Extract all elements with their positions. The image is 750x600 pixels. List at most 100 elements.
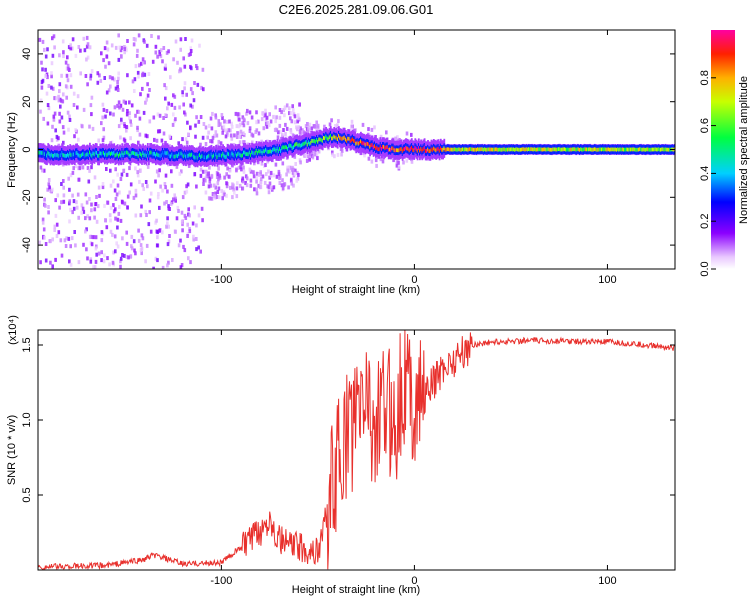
spectrogram-noise-dot — [296, 119, 299, 124]
spectrogram-noise-dot — [293, 171, 297, 176]
spectrogram-noise-dot — [82, 209, 86, 214]
spectrogram-noise-dot — [198, 43, 201, 48]
spectrogram-noise-dot — [268, 181, 272, 186]
spectrogram-noise-dot — [114, 249, 117, 254]
spectrogram-ridge-core — [453, 147, 456, 152]
spectrogram-noise-dot — [94, 202, 98, 206]
spectrogram-noise-dot — [217, 177, 220, 182]
spectrogram-noise-dot — [81, 165, 85, 170]
spectrogram-noise-dot — [117, 124, 121, 129]
spectrogram-ridge-core — [313, 139, 316, 143]
spectrogram-noise-dot — [68, 187, 71, 192]
spectrogram-noise-dot — [186, 222, 189, 227]
spectrogram-noise-dot — [179, 67, 182, 72]
spectrogram-ridge-core — [320, 138, 323, 142]
spectrogram-ridge-core — [559, 147, 561, 152]
spectrogram-noise-dot — [303, 131, 306, 136]
spectrogram-noise-dot — [225, 119, 229, 124]
spectrogram-noise-dot — [296, 113, 300, 118]
spectrogram-noise-dot — [117, 76, 120, 81]
spectrogram-noise-dot — [255, 179, 258, 184]
spectrogram-ridge-core — [481, 147, 484, 151]
spectrogram-noise-dot — [92, 265, 95, 269]
spectrogram-noise-dot — [172, 112, 175, 117]
spectrogram-noise-dot — [255, 128, 259, 133]
spectrogram-ridge-core — [299, 143, 302, 148]
spectrogram-ridge-core — [357, 141, 360, 146]
spectrogram-noise-dot — [87, 179, 91, 184]
spectrogram-ridge-core — [105, 151, 107, 156]
spectrogram-noise-dot — [230, 136, 234, 141]
spectrogram-ridge-core — [615, 147, 618, 152]
spectrogram-ridge-core — [641, 147, 644, 152]
spectrogram-noise-dot — [200, 85, 203, 90]
spectrogram-noise-dot — [96, 204, 100, 209]
spectrogram-ridge-core — [661, 147, 663, 152]
spectrogram-noise-dot — [47, 84, 51, 88]
spectrogram-ridge-core — [135, 152, 138, 156]
spectrogram-ridge-core — [145, 153, 148, 158]
spectrogram-noise-dot — [175, 164, 179, 169]
spectrogram-ridge-core — [317, 139, 319, 144]
spectrogram-ridge-core — [259, 149, 261, 154]
spectrogram-noise-dot — [116, 244, 120, 249]
spectrogram-noise-dot — [195, 184, 198, 189]
spectrogram-noise-dot — [229, 128, 232, 133]
spectrogram-noise-dot — [44, 54, 48, 59]
spectrogram-noise-dot — [113, 105, 117, 110]
spectrogram-ridge-core — [596, 147, 598, 152]
spectrogram-ridge-core — [178, 152, 180, 157]
colorbar-tick-label: 0.2 — [699, 214, 711, 229]
spectrogram-noise-dot — [125, 128, 128, 133]
spectrogram-noise-dot — [287, 165, 291, 170]
spectrogram-noise-dot — [285, 103, 289, 108]
spectrogram-noise-dot — [47, 205, 50, 209]
spectrogram-noise-dot — [128, 111, 131, 116]
spectrogram-ridge-core — [620, 147, 623, 152]
colorbar-label: Normalized spectral amplitude — [738, 76, 750, 224]
spectrogram-noise-dot — [275, 115, 278, 120]
spectrogram-ridge-core — [370, 143, 373, 148]
spectrogram-noise-dot — [189, 87, 193, 92]
spectrogram-noise-dot — [170, 169, 173, 174]
spectrogram-noise-dot — [222, 125, 226, 130]
spectrogram-ridge-core — [278, 147, 281, 151]
spectrogram-ridge-core — [49, 153, 52, 158]
spectrogram-noise-dot — [177, 243, 181, 248]
spectrogram-noise-dot — [61, 125, 65, 130]
spectrogram-ridge-core — [539, 147, 542, 152]
spectrogram-noise-dot — [147, 72, 151, 76]
spectrogram-noise-dot — [55, 234, 59, 238]
spectrogram-ridge-core — [375, 146, 377, 151]
colorbar — [711, 30, 735, 269]
spectrogram-noise-dot — [213, 183, 216, 188]
spectrogram-ridge-core — [258, 149, 260, 153]
spectrogram-noise-dot — [204, 190, 208, 195]
spectrogram-ridge-core — [646, 147, 648, 152]
spectrogram-ridge-core — [501, 147, 504, 152]
spectrogram-noise-dot — [90, 69, 94, 74]
spectrogram-noise-dot — [405, 158, 409, 163]
spectrogram-noise-dot — [394, 136, 397, 141]
spectrogram-noise-dot — [181, 228, 184, 233]
spectrogram-noise-dot — [58, 82, 62, 87]
spectrogram-noise-dot — [244, 174, 248, 179]
spectrogram-noise-dot — [221, 196, 224, 201]
spectrogram-ridge-core — [107, 151, 110, 156]
spectrogram-ridge-core — [58, 153, 61, 158]
spectrogram-noise-dot — [235, 124, 239, 129]
spectrogram-noise-dot — [77, 260, 81, 265]
spectrogram-noise-dot — [46, 75, 49, 80]
spectrogram-noise-dot — [174, 117, 177, 122]
spectrogram-ridge-core — [302, 142, 304, 147]
spectrogram-ridge-core — [426, 149, 428, 153]
spectrogram-noise-dot — [245, 111, 248, 116]
spectrogram-noise-dot — [47, 182, 51, 187]
spectrogram-ridge-core — [60, 153, 62, 158]
spectrogram-ridge-core — [628, 147, 631, 152]
spectrogram-noise-dot — [374, 158, 378, 163]
spectrogram-ridge-core — [157, 153, 160, 157]
spectrogram-noise-dot — [128, 100, 131, 105]
spectrogram-noise-dot — [48, 185, 51, 190]
